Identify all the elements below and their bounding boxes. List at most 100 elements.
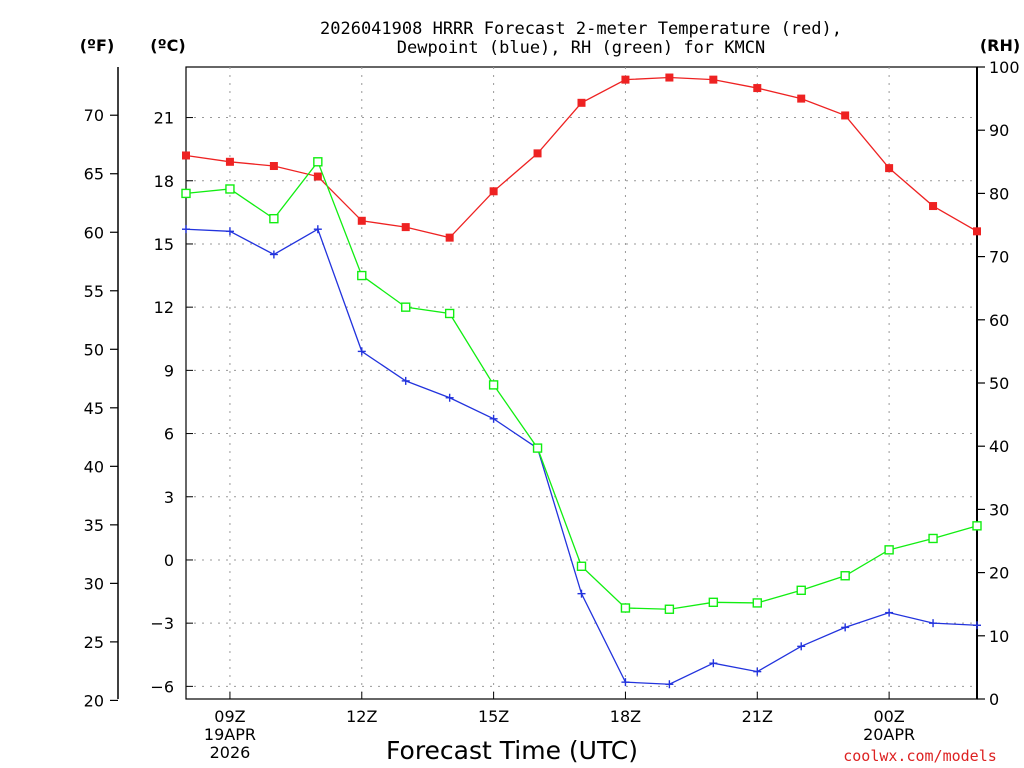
dewpoint-point: [973, 621, 981, 630]
fahrenheit-tick-label: 65: [84, 165, 104, 184]
dewpoint-point: [225, 227, 234, 236]
x-tick-label: 12Z: [346, 707, 377, 726]
fahrenheit-tick-label: 55: [84, 282, 104, 301]
fahrenheit-tick-label: 50: [84, 340, 104, 359]
rh-tick-label: 20: [989, 564, 1009, 583]
fahrenheit-tick-label: 30: [84, 574, 104, 593]
temperature-point: [973, 227, 981, 236]
grid-lines: [186, 67, 977, 699]
x-tick-label: 15Z: [478, 707, 509, 726]
temperature-point: [533, 149, 542, 158]
x-axis-label: Forecast Time (UTC): [386, 736, 638, 765]
temperature-point: [885, 164, 894, 173]
rh-point: [181, 188, 191, 199]
temperature-point: [225, 157, 234, 166]
rh-tick-label: 80: [989, 184, 1009, 203]
fahrenheit-tick-label: 60: [84, 223, 104, 242]
rh-tick-label: 40: [989, 437, 1009, 456]
rh-tick-label: 60: [989, 311, 1009, 330]
dewpoint-point: [885, 608, 894, 617]
rh-tick-label: 90: [989, 121, 1009, 140]
rh-point: [532, 443, 543, 453]
dewpoint-point: [445, 393, 454, 402]
chart-title-line1: 2026041908 HRRR Forecast 2-meter Tempera…: [320, 19, 842, 39]
temperature-point: [621, 75, 630, 84]
axis-ticks: −6 −3 0 3 6 9 12 15 18 21 20 25 30 35 40 45 50 55 60 65 70 0 1…: [84, 58, 1020, 762]
temperature-point: [401, 223, 410, 232]
x-tick-label: 18Z: [610, 707, 641, 726]
fahrenheit-tick-label: 20: [84, 691, 104, 710]
rh-point: [488, 380, 499, 390]
temperature-point: [709, 75, 718, 84]
celsius-tick-label: 21: [154, 109, 174, 128]
temperature-point: [269, 162, 278, 171]
rh-point: [401, 302, 411, 312]
rh-point: [752, 598, 762, 608]
temperature-point: [577, 98, 586, 107]
dewpoint-point: [489, 414, 498, 423]
rh-point: [313, 157, 323, 167]
celsius-tick-label: 15: [154, 235, 174, 254]
celsius-tick-label: 9: [164, 361, 174, 380]
rh-unit-label: (RH): [980, 36, 1020, 55]
fahrenheit-tick-label: 25: [84, 633, 104, 652]
rh-tick-label: 50: [989, 374, 1009, 393]
celsius-tick-label: 12: [154, 298, 174, 317]
temperature-point: [753, 84, 762, 93]
rh-point: [444, 308, 455, 319]
x-tick-label: 09Z: [214, 707, 245, 726]
celsius-tick-label: 3: [164, 488, 174, 507]
celsius-unit-label: (ºC): [150, 36, 185, 55]
rh-line: [185, 160, 978, 610]
plot-frame: [185, 66, 978, 700]
x-tick-label: 00Z: [873, 707, 904, 726]
rh-point: [972, 521, 982, 531]
rh-point: [840, 571, 850, 581]
temperature-point: [665, 73, 674, 82]
dewpoint-line: [185, 228, 978, 685]
dewpoint-point: [401, 376, 410, 385]
temperature-point: [357, 216, 366, 225]
rh-point: [620, 603, 631, 613]
rh-point: [708, 597, 719, 608]
rh-point: [884, 545, 894, 555]
dewpoint-point: [841, 623, 850, 632]
dewpoint-point: [313, 225, 322, 234]
temperature-point: [797, 94, 806, 103]
dewpoint-point: [753, 667, 762, 676]
temperature-point: [182, 151, 190, 160]
x-tick-label: 19APR: [204, 725, 256, 744]
rh-point: [269, 213, 279, 224]
celsius-tick-label: 6: [164, 425, 174, 444]
dewpoint-point: [182, 225, 190, 234]
dewpoint-point: [577, 589, 586, 598]
series-layer: [181, 73, 982, 689]
dewpoint-point: [621, 678, 630, 687]
dewpoint-point: [269, 250, 278, 259]
fahrenheit-unit-label: (ºF): [80, 36, 115, 55]
x-tick-label: 2026: [210, 743, 251, 762]
rh-tick-label: 0: [989, 690, 999, 709]
dewpoint-point: [797, 642, 806, 651]
temperature-point: [445, 233, 454, 242]
dewpoint-point: [357, 347, 366, 356]
rh-tick-label: 70: [989, 248, 1009, 267]
rh-tick-label: 30: [989, 500, 1009, 519]
celsius-tick-label: 0: [164, 551, 174, 570]
temperature-point: [841, 111, 850, 120]
fahrenheit-tick-label: 45: [84, 399, 104, 418]
dewpoint-point: [709, 659, 718, 668]
rh-point: [576, 561, 587, 571]
celsius-tick-label: −6: [150, 677, 174, 696]
rh-point: [664, 604, 675, 614]
credit-link[interactable]: coolwx.com/models: [843, 747, 997, 765]
celsius-tick-label: −3: [150, 614, 174, 633]
x-tick-label: 21Z: [742, 707, 773, 726]
temperature-point: [929, 202, 938, 211]
celsius-tick-label: 18: [154, 172, 174, 191]
rh-tick-label: 100: [989, 58, 1020, 77]
temperature-point: [489, 187, 498, 196]
rh-point: [796, 585, 806, 595]
fahrenheit-tick-label: 70: [84, 106, 104, 125]
